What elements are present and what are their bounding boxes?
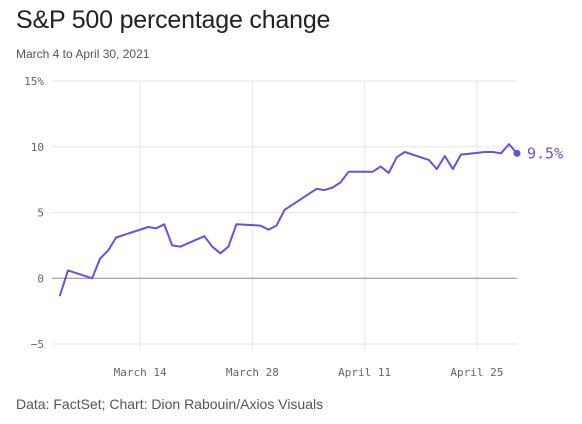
x-tick-label: April 25 <box>450 366 503 379</box>
y-tick-label: 5 <box>37 207 44 220</box>
y-tick-label: −5 <box>31 338 44 351</box>
y-tick-label: 15% <box>24 75 44 88</box>
chart-title: S&P 500 percentage change <box>16 6 331 34</box>
y-tick-label: 0 <box>37 272 44 285</box>
end-point-marker <box>513 149 521 157</box>
series-line <box>59 143 518 297</box>
chart-source: Data: FactSet; Chart: Dion Rabouin/Axios… <box>16 396 324 412</box>
x-tick-label: March 14 <box>114 366 167 379</box>
end-value-label: 9.5% <box>527 144 563 162</box>
x-tick-label: March 28 <box>226 366 279 379</box>
y-tick-label: 10 <box>31 141 44 154</box>
chart-subtitle: March 4 to April 30, 2021 <box>16 47 150 61</box>
x-tick-label: April 11 <box>338 366 391 379</box>
